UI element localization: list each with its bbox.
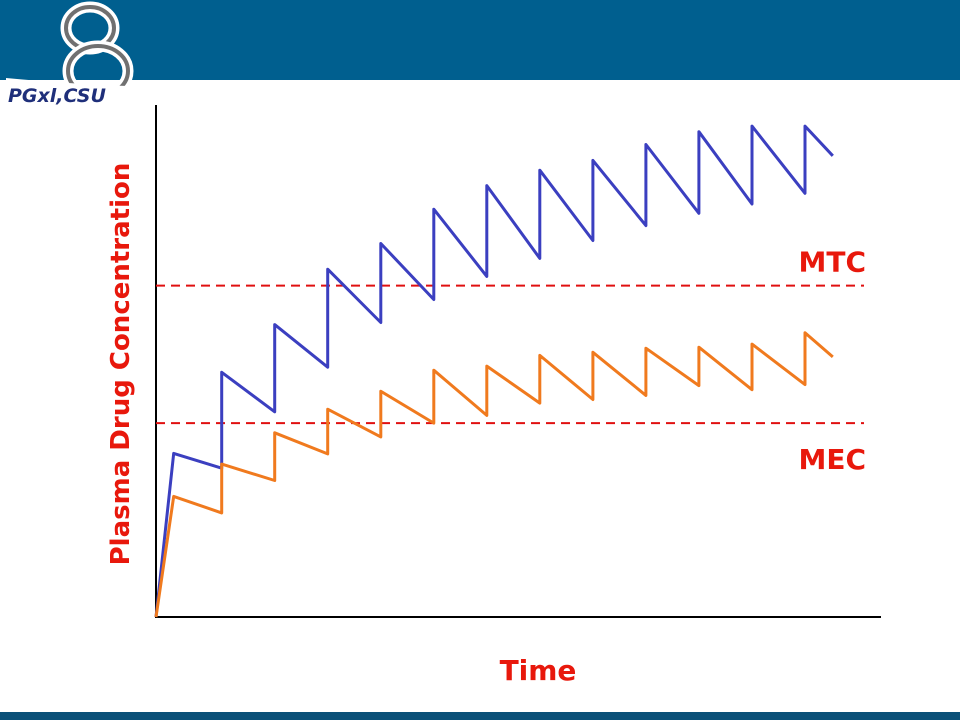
series-line-low-dose xyxy=(154,331,834,618)
reference-label-mtc: MTC xyxy=(798,246,866,279)
header-bar xyxy=(0,0,960,80)
reference-lines: MTC MEC xyxy=(156,246,866,476)
reference-label-mec: MEC xyxy=(798,443,866,476)
series-layer xyxy=(154,124,834,618)
series-line-high-dose xyxy=(154,124,834,618)
pgxl-csu-logo: PGxl,CSU xyxy=(6,1,134,107)
footer-bar xyxy=(0,712,960,720)
logo-text: PGxl,CSU xyxy=(8,85,106,107)
logo-emblem-icon xyxy=(6,1,134,104)
y-axis-title: Plasma Drug Concentration xyxy=(106,163,136,566)
axes xyxy=(155,105,881,618)
x-axis-title: Time xyxy=(500,654,577,687)
